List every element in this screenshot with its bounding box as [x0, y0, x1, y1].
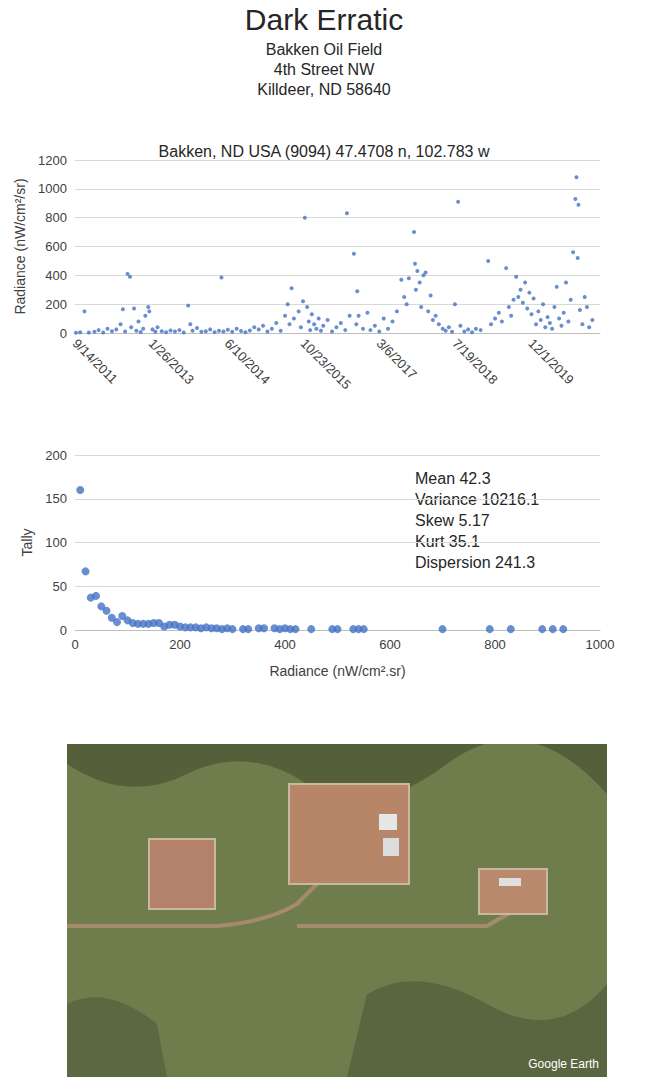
svg-text:600: 600: [45, 239, 67, 254]
svg-text:200: 200: [169, 637, 191, 652]
svg-text:600: 600: [379, 637, 401, 652]
svg-text:400: 400: [45, 268, 67, 283]
svg-text:1000: 1000: [38, 181, 67, 196]
svg-text:7/19/2018: 7/19/2018: [449, 336, 500, 387]
svg-text:200: 200: [45, 448, 67, 463]
svg-text:9/14/2011: 9/14/2011: [70, 336, 121, 387]
svg-text:800: 800: [45, 210, 67, 225]
svg-text:3/6/2017: 3/6/2017: [374, 336, 420, 382]
svg-text:10/23/2015: 10/23/2015: [298, 336, 355, 393]
html-text:Bakken Oil Field: Bakken Oil Field: [265, 41, 383, 58]
svg-text:0: 0: [60, 623, 67, 638]
svg-text:50: 50: [53, 579, 67, 594]
svg-text:1/26/2013: 1/26/2013: [146, 336, 197, 387]
svg-text:150: 150: [45, 491, 67, 506]
svg-text:400: 400: [274, 637, 296, 652]
html-text:Dark Erratic: Dark Erratic: [244, 3, 404, 36]
svg-text:800: 800: [484, 637, 506, 652]
svg-text:Mean 42.3: Mean 42.3: [415, 470, 491, 487]
html-text:Killdeer, ND 58640: Killdeer, ND 58640: [257, 81, 391, 98]
html-text:Google Earth: Google Earth: [528, 1057, 599, 1071]
svg-text:1200: 1200: [38, 153, 67, 168]
svg-text:100: 100: [45, 535, 67, 550]
svg-text:Dispersion 241.3: Dispersion 241.3: [415, 554, 535, 571]
svg-text:Bakken, ND USA (9094) 47.4708: Bakken, ND USA (9094) 47.4708 n, 102.783…: [159, 143, 490, 160]
svg-text:Kurt 35.1: Kurt 35.1: [415, 533, 480, 550]
svg-text:Tally: Tally: [19, 528, 35, 556]
svg-text:0: 0: [71, 637, 78, 652]
svg-text:Radiance (nW/cm².sr): Radiance (nW/cm².sr): [269, 663, 405, 679]
svg-text:12/1/2019: 12/1/2019: [525, 336, 576, 387]
html-text:4th Street NW: 4th Street NW: [273, 61, 375, 78]
svg-text:Skew 5.17: Skew 5.17: [415, 512, 490, 529]
svg-text:Radiance (nW/cm²/sr): Radiance (nW/cm²/sr): [12, 178, 28, 314]
svg-text:200: 200: [45, 297, 67, 312]
svg-text:6/10/2014: 6/10/2014: [222, 336, 273, 387]
svg-text:0: 0: [60, 326, 67, 341]
svg-text:1000: 1000: [586, 637, 615, 652]
svg-text:Variance 10216.1: Variance 10216.1: [415, 491, 540, 508]
